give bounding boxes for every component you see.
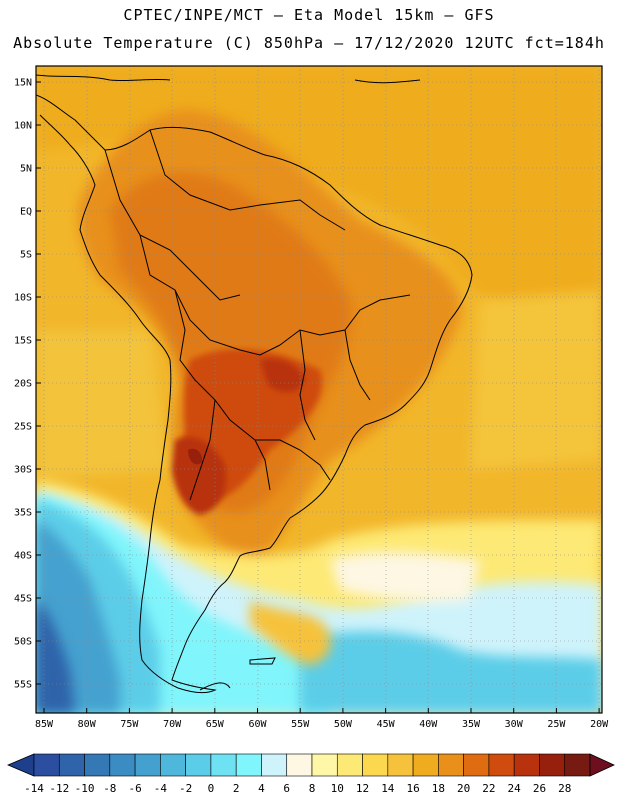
colorbar-under-arrow (6, 753, 35, 777)
lat-label: 5S (20, 250, 32, 261)
colorbar-label: 22 (482, 782, 495, 795)
colorbar-swatch (210, 753, 237, 777)
map-title: CPTEC/INPE/MCT – Eta Model 15km – GFS (123, 6, 495, 24)
colorbar-label: 16 (406, 782, 419, 795)
lon-label: 35W (462, 719, 481, 730)
lon-label: 70W (163, 719, 182, 730)
lat-label: EQ (20, 207, 32, 218)
colorbar-swatch (261, 753, 288, 777)
colorbar-swatch (160, 753, 186, 777)
colorbar-swatch (362, 753, 389, 777)
colorbar-label: -10 (75, 782, 95, 795)
colorbar-swatch (33, 753, 60, 777)
colorbar-label: -6 (128, 782, 141, 795)
lon-label: 85W (35, 719, 54, 730)
temperature-field (36, 66, 602, 713)
lon-label: 50W (334, 719, 353, 730)
colorbar-label: 20 (457, 782, 470, 795)
lon-label: 60W (248, 719, 267, 730)
colorbar-swatch (438, 753, 464, 777)
colorbar-swatch (134, 753, 161, 777)
lon-label: 45W (377, 719, 396, 730)
longitude-labels: 85W 80W 75W 70W 65W 60W 55W 50W 45W 40W 35W 30W 25W 2… (35, 708, 609, 730)
lat-label: 40S (14, 551, 32, 562)
colorbar-label: 8 (309, 782, 316, 795)
colorbar-swatch (513, 753, 540, 777)
map-frame (35, 65, 603, 714)
colorbar-swatch (286, 753, 313, 777)
lat-label: 20S (14, 379, 32, 390)
lat-label: 15S (14, 336, 32, 347)
colorbar-swatch (336, 753, 363, 777)
colorbar-swatch (235, 753, 262, 777)
lat-label: 30S (14, 465, 32, 476)
colorbar-label: -4 (154, 782, 168, 795)
colorbar-label: 0 (208, 782, 215, 795)
colorbar-label: 6 (283, 782, 290, 795)
colorbar-swatch (387, 753, 414, 777)
colorbar-label: 2 (233, 782, 240, 795)
colorbar-swatch (109, 753, 136, 777)
lon-label: 75W (120, 719, 139, 730)
colorbar-swatch (412, 753, 439, 777)
colorbar-label: 4 (258, 782, 265, 795)
colorbar-label: -8 (103, 782, 116, 795)
lat-label: 35S (14, 508, 32, 519)
colorbar-over-arrow (589, 753, 615, 777)
lon-label: 80W (78, 719, 97, 730)
colorbar-label: 10 (331, 782, 344, 795)
colorbar-swatch (84, 753, 111, 777)
latitude-labels: 15N 10N 5N EQ 5S 10S 15S 20S 25S 30S 35S 40S 45S 50S 5… (14, 78, 41, 691)
colorbar-label: 26 (533, 782, 546, 795)
map-subtitle: Absolute Temperature (C) 850hPa – 17/12/… (13, 34, 605, 52)
colorbar-swatch (463, 753, 490, 777)
lon-label: 55W (291, 719, 310, 730)
colorbar-label: 28 (558, 782, 571, 795)
lon-label: 40W (419, 719, 438, 730)
lon-label: 30W (505, 719, 524, 730)
colorbar-label: 12 (356, 782, 369, 795)
lat-label: 10N (14, 121, 32, 132)
coastlines (36, 74, 473, 694)
lon-label: 25W (547, 719, 566, 730)
colorbar-label: -2 (179, 782, 192, 795)
colorbar-label: 24 (508, 782, 522, 795)
lat-label: 45S (14, 594, 32, 605)
lon-label: 65W (206, 719, 225, 730)
colorbar-label: 18 (432, 782, 445, 795)
lat-label: 50S (14, 637, 32, 648)
colorbar-swatch (185, 753, 212, 777)
colorbar-swatch (539, 753, 566, 777)
colorbar-swatch (311, 753, 338, 777)
colorbar-swatch (58, 753, 85, 777)
lat-label: 15N (14, 78, 32, 89)
lat-label: 5N (20, 164, 32, 175)
lat-label: 55S (14, 680, 32, 691)
colorbar-label: -14 (24, 782, 44, 795)
colorbar-label: -12 (49, 782, 69, 795)
colorbar-swatch (564, 753, 591, 777)
lat-label: 10S (14, 293, 32, 304)
lon-label: 20W (590, 719, 609, 730)
colorbar-label: 14 (381, 782, 395, 795)
lat-label: 25S (14, 422, 32, 433)
colorbar-swatch (488, 753, 515, 777)
colorbar: -14 -12 -10 -8 -6 -4 -2 0 2 4 6 8 10 12 14 16 18 20 22 24 26… (6, 753, 615, 795)
